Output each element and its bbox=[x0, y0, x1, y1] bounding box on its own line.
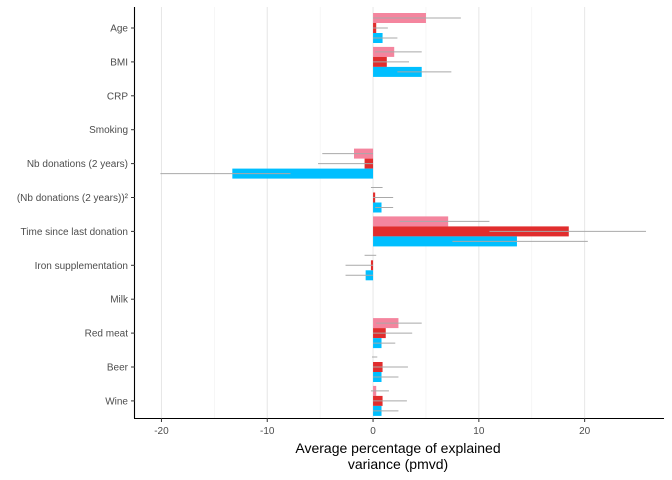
x-tick-label: 0 bbox=[370, 426, 376, 437]
x-tick-labels: -20 -10 0 10 20 bbox=[154, 418, 591, 437]
y-tick-label: Iron supplementation bbox=[35, 261, 128, 272]
y-tick-label: Age bbox=[110, 24, 128, 35]
y-tick-label: Wine bbox=[105, 396, 128, 407]
x-axis-title-line-2: variance (pmvd) bbox=[348, 456, 448, 472]
bar bbox=[373, 226, 569, 237]
bars bbox=[232, 13, 569, 416]
bar bbox=[373, 236, 517, 247]
y-tick-label: Nb donations (2 years) bbox=[27, 159, 128, 170]
y-tick-label: Milk bbox=[110, 295, 129, 306]
y-tick-label: (Nb donations (2 years))² bbox=[17, 193, 129, 204]
x-tick-label: -10 bbox=[260, 426, 275, 437]
y-tick-label: BMI bbox=[110, 57, 128, 68]
x-axis-title-line-1: Average percentage of explained bbox=[295, 440, 500, 456]
y-tick-label: CRP bbox=[107, 91, 128, 102]
y-tick-label: Red meat bbox=[85, 329, 129, 340]
y-tick-label: Smoking bbox=[89, 125, 128, 136]
y-tick-label: Beer bbox=[107, 363, 129, 374]
x-tick-label: 20 bbox=[579, 426, 591, 437]
x-tick-label: -20 bbox=[154, 426, 169, 437]
x-tick-label: 10 bbox=[473, 426, 485, 437]
bar bbox=[373, 66, 422, 77]
bar bbox=[232, 168, 374, 179]
axes bbox=[133, 7, 664, 420]
y-tick-labels: Age BMI CRP Smoking Nb donations (2 years) (N… bbox=[17, 24, 135, 407]
y-tick-label: Time since last donation bbox=[21, 227, 128, 238]
error-bars bbox=[160, 17, 647, 412]
